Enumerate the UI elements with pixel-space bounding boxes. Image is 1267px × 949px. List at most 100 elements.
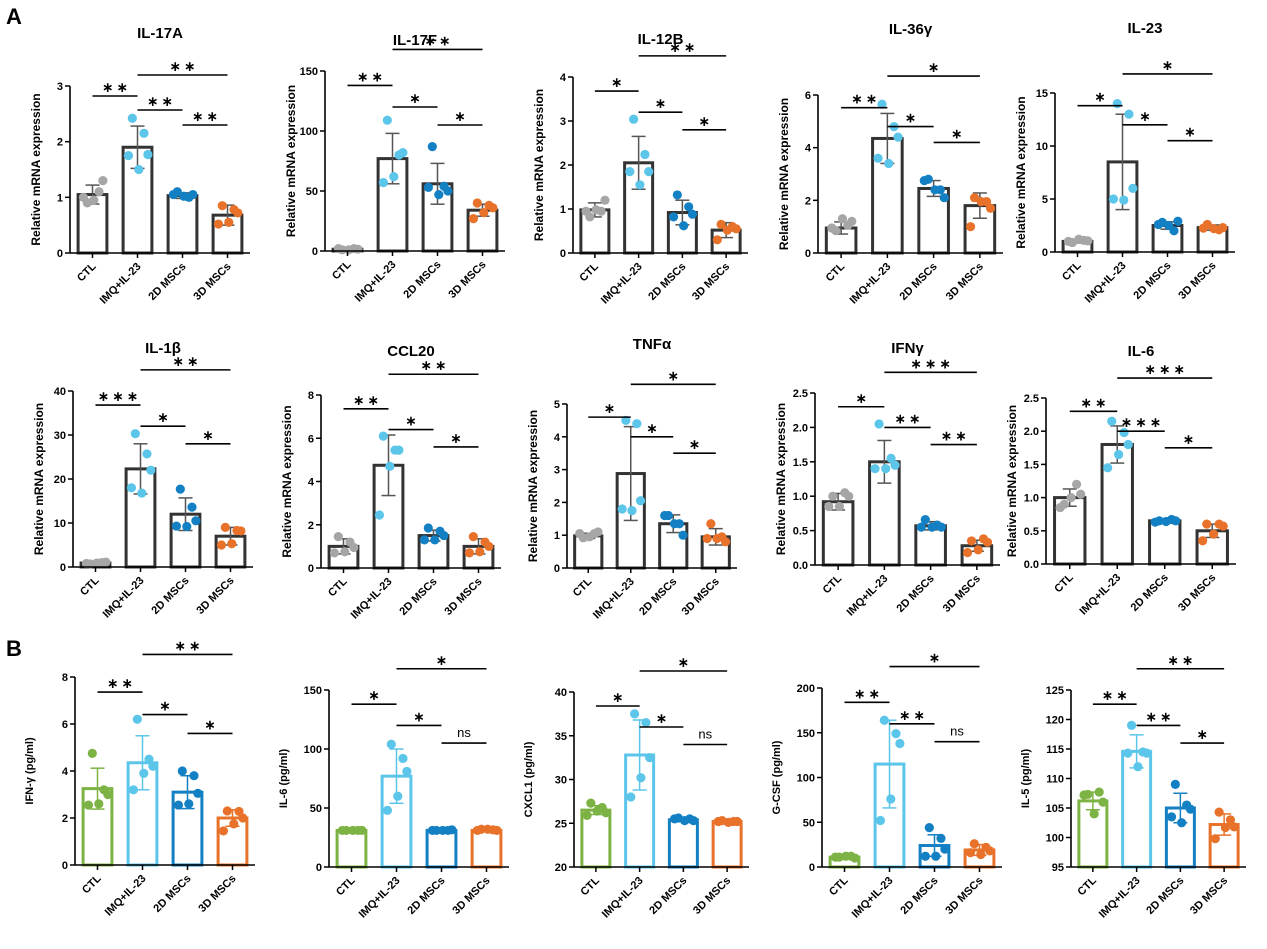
significance-label: ∗	[928, 60, 940, 76]
data-point	[678, 530, 688, 540]
data-point	[645, 753, 655, 763]
y-tick-label: 1.5	[1024, 459, 1039, 471]
data-point	[627, 506, 637, 516]
significance-label: ∗ ∗	[1102, 688, 1128, 704]
data-point	[962, 548, 973, 558]
data-point	[716, 219, 726, 229]
x-tick-label-3d-mscs: 3D MSCs	[1176, 260, 1218, 302]
data-point	[881, 464, 891, 474]
data-point	[886, 453, 896, 463]
data-point	[581, 206, 591, 216]
x-tick-label-2d-mscs: 2D MSCs	[401, 259, 443, 301]
significance-label: ∗	[656, 711, 668, 727]
data-point	[732, 816, 742, 827]
data-point	[936, 833, 946, 843]
data-point	[101, 557, 111, 567]
data-point	[841, 851, 851, 861]
data-point	[731, 224, 741, 234]
x-tick-label-2d-mscs: 2D MSCs	[646, 261, 688, 303]
y-tick-label: 120	[1046, 715, 1064, 727]
data-point	[1089, 809, 1099, 819]
significance-label: ∗	[855, 391, 867, 407]
data-point	[591, 205, 601, 215]
data-point	[193, 788, 203, 798]
y-tick-label: 100	[304, 744, 322, 756]
significance-label: ∗	[157, 410, 169, 426]
data-point	[182, 521, 192, 532]
data-point	[168, 189, 179, 200]
data-point	[378, 431, 388, 441]
data-point	[385, 461, 395, 471]
x-tick-label-imq-il-23: IMQ+IL-23	[845, 573, 891, 619]
y-axis-label: Relative mRNA expression	[526, 410, 540, 562]
data-point	[931, 851, 941, 861]
data-point	[584, 532, 595, 542]
chart-il-1: IL-1β Relative mRNA expression 0 10 20 30 40 CT…	[32, 340, 253, 621]
significance-label: ∗	[405, 414, 417, 430]
data-point	[712, 533, 722, 544]
chart-il-6-pg-ml: IL-6 (pg/ml) 0 50 100 150 CTL IMQ+IL-23 2D MSCs…	[278, 653, 509, 921]
chart-il-5-pg-ml: IL-5 (pg/ml) 95 100 105 110 115 120 125 CTLIMQ+I…	[1020, 653, 1246, 921]
y-tick-label: 40	[555, 687, 567, 699]
y-tick-label: 40	[54, 386, 66, 398]
y-tick-label: 20	[54, 474, 66, 486]
bar-2d-mscs	[1148, 519, 1182, 566]
data-point	[626, 792, 636, 802]
x-tick-label-ctl: CTL	[326, 575, 350, 599]
data-point	[644, 167, 654, 177]
x-tick-label-3d-mscs: 3D MSCs	[446, 259, 488, 301]
significance-label: ∗	[450, 431, 462, 447]
data-point	[1126, 720, 1137, 731]
x-tick-label-3d-mscs: 3D MSCs	[442, 576, 484, 618]
data-point	[641, 718, 651, 728]
x-tick-label-2d-mscs: 2D MSCs	[637, 576, 679, 618]
data-point	[89, 195, 99, 205]
y-tick-label: 15	[1036, 88, 1048, 100]
data-point	[969, 193, 980, 203]
y-tick-label: 6	[805, 90, 811, 102]
data-point	[1083, 236, 1093, 246]
x-tick-label-ctl: CTL	[824, 260, 848, 284]
significance-label: ∗ ∗	[894, 411, 920, 427]
data-point	[1210, 834, 1220, 844]
data-point	[398, 753, 408, 764]
data-point	[175, 484, 185, 494]
data-point	[333, 244, 344, 254]
y-tick-label: 2	[554, 497, 560, 509]
significance-label: ∗	[204, 717, 216, 733]
data-point	[1103, 463, 1113, 473]
significance-label: ∗ ∗	[1145, 709, 1171, 725]
data-point	[353, 244, 363, 254]
data-point	[1124, 109, 1134, 119]
data-point	[1094, 787, 1104, 797]
y-axis-label: Relative mRNA expression	[1014, 96, 1028, 248]
chart-ifn: IFNγ Relative mRNA expression 0.0 0.5 1.0 1.5…	[774, 340, 1000, 619]
x-tick-label-ctl: CTL	[821, 572, 845, 596]
data-point	[844, 491, 854, 501]
y-tick-label: 150	[797, 728, 815, 740]
x-tick-label-2d-mscs: 2D MSCs	[151, 873, 193, 915]
chart-ifn-pg-ml: IFN-γ (pg/ml) 0 2 4 6 8 CTL IMQ+IL-23 2D MSCs 3D …	[24, 638, 255, 919]
y-tick-label: 0.5	[1024, 526, 1039, 538]
data-point	[1173, 216, 1183, 226]
data-point	[1066, 493, 1076, 503]
data-point	[940, 844, 950, 854]
significance-label: ∗ ∗ ∗	[910, 356, 951, 372]
data-point	[916, 522, 926, 532]
data-point	[1142, 748, 1152, 758]
data-point	[220, 522, 230, 533]
significance-label: ∗ ∗	[169, 59, 195, 75]
chart-il-17f: IL-17F Relative mRNA expression 0 50 100 150 C…	[284, 32, 505, 305]
data-point	[419, 535, 430, 545]
data-point	[98, 176, 108, 186]
significance-label: ∗	[1139, 109, 1151, 125]
data-point	[847, 216, 857, 226]
data-point	[488, 203, 498, 213]
y-tick-label: 1.5	[793, 457, 808, 469]
x-tick-label-imq-il-23: IMQ+IL-23	[103, 873, 149, 919]
bar-ctl	[335, 828, 368, 869]
significance-label: ∗	[905, 111, 917, 127]
significance-label: ∗	[951, 126, 963, 142]
